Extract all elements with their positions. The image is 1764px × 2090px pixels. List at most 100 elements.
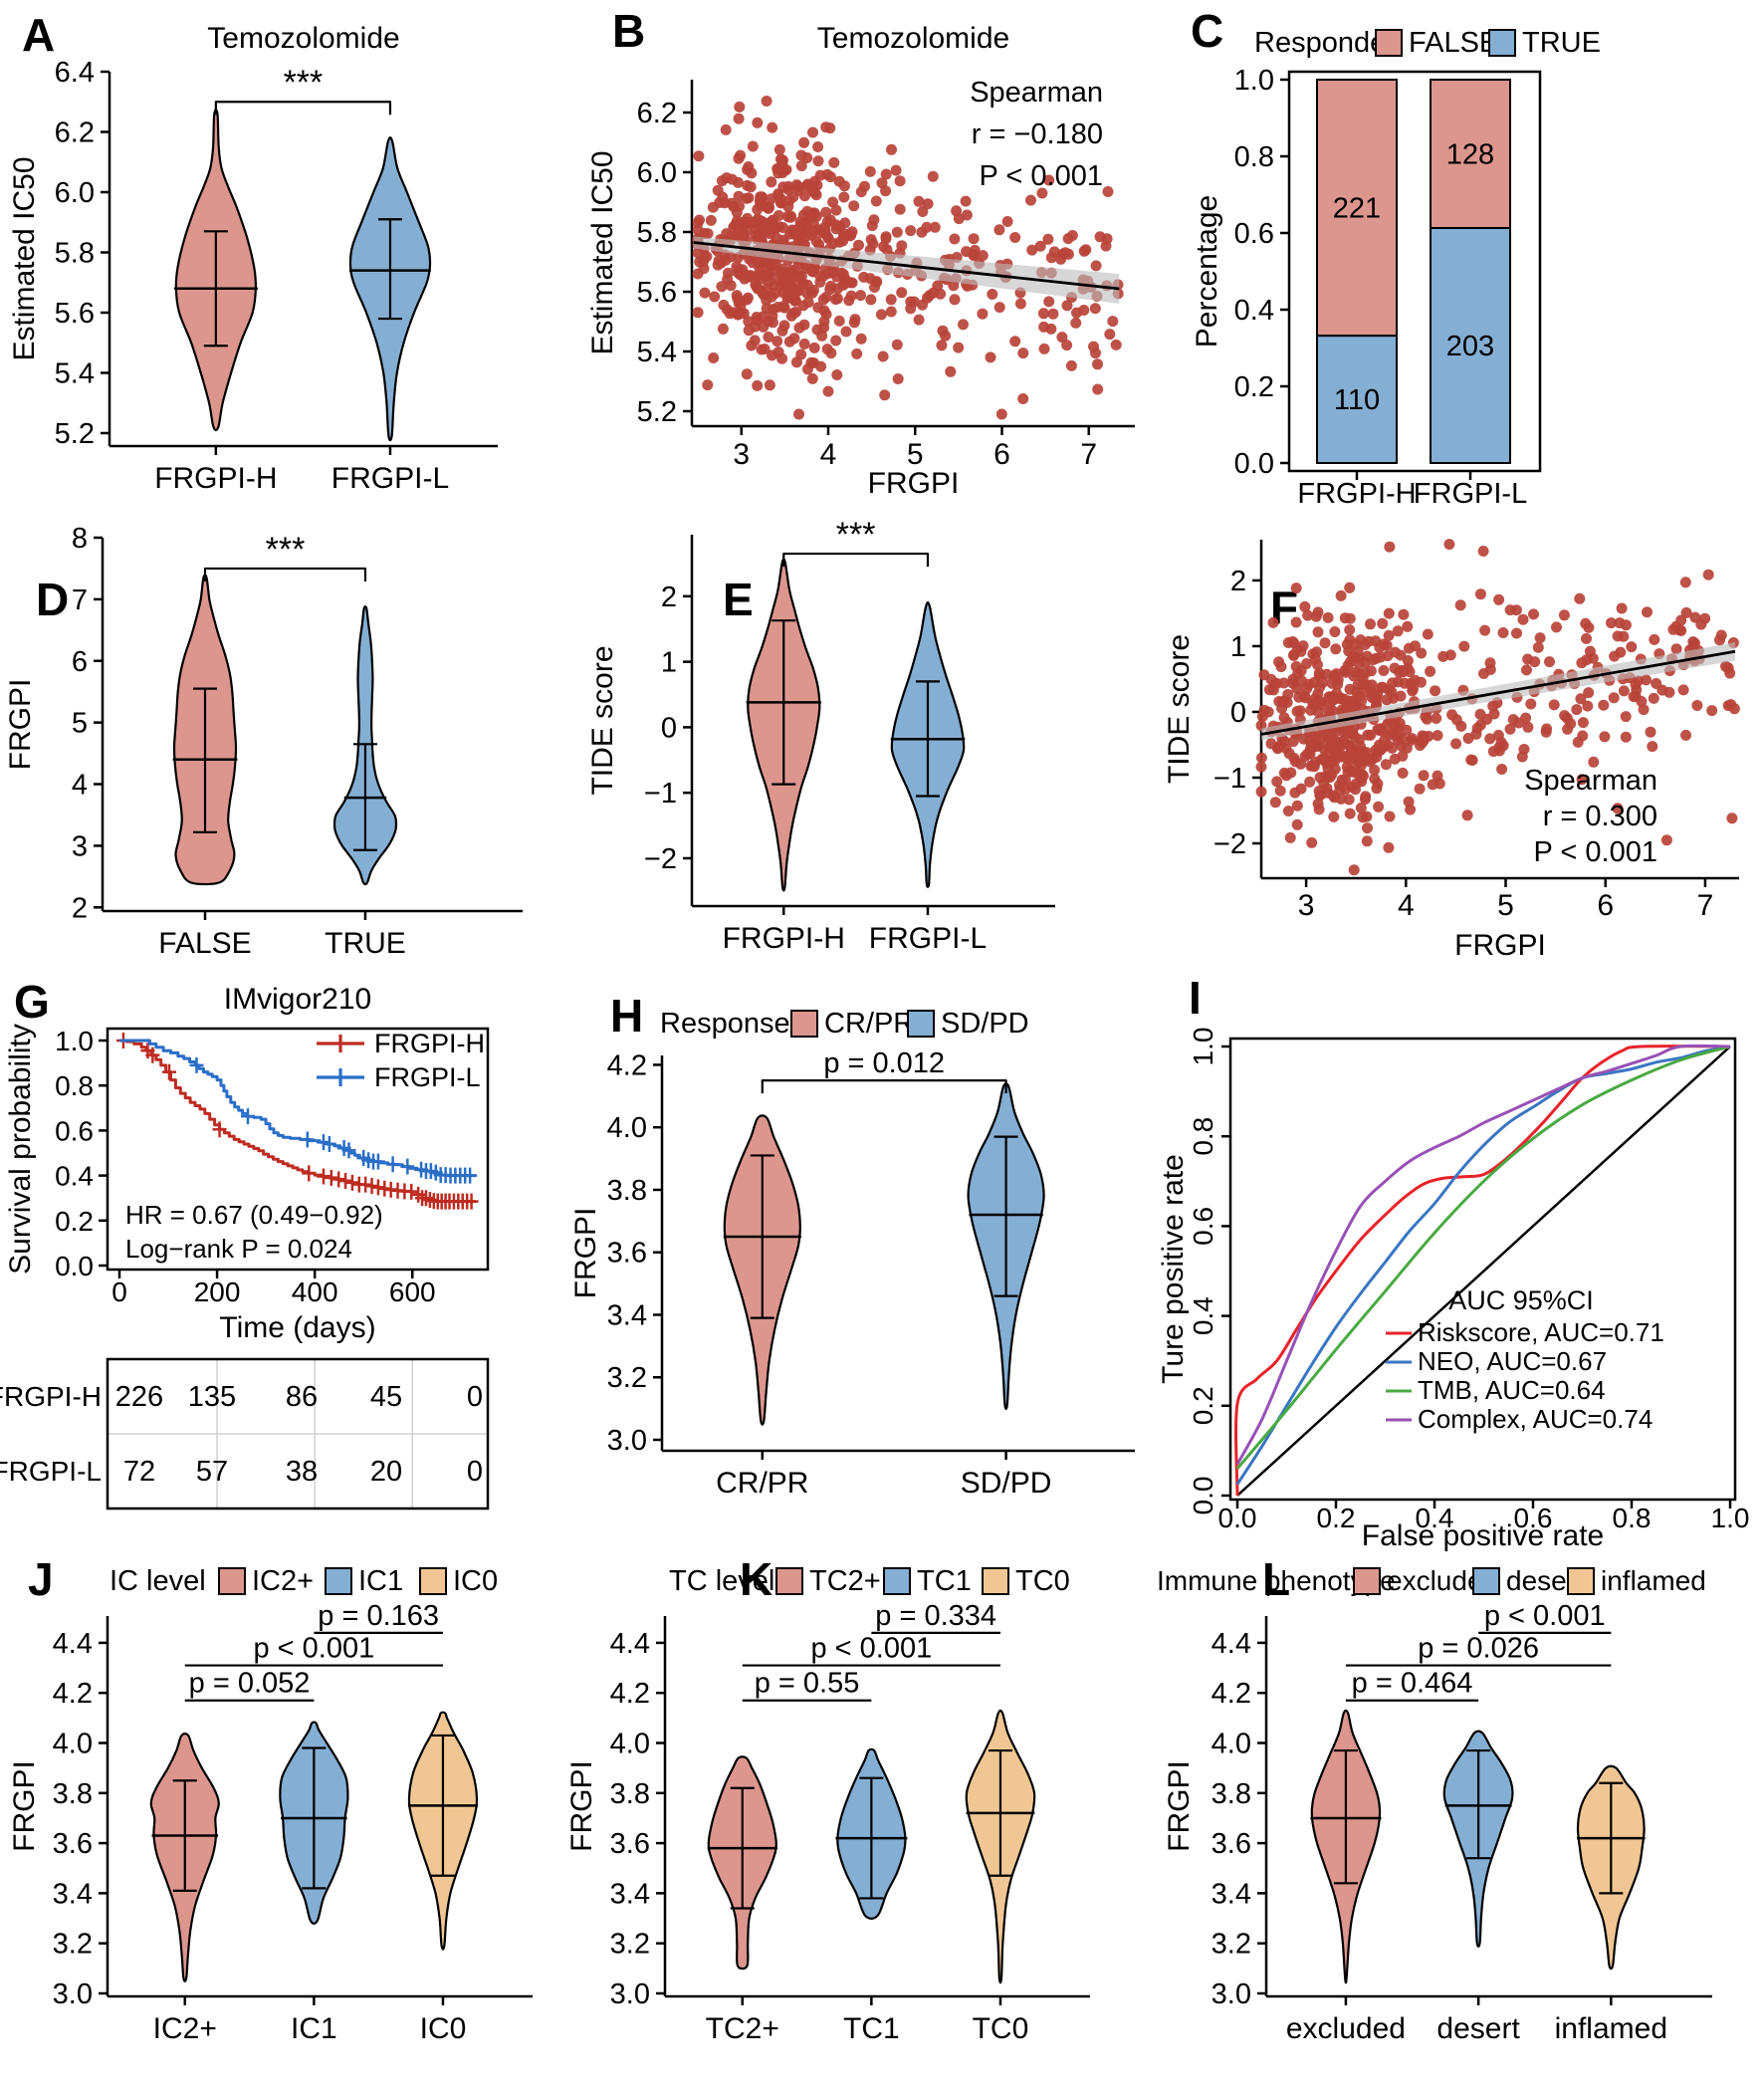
y-tick-label: 4.0 <box>610 1729 650 1760</box>
y-axis-label: FRGPI <box>8 1760 41 1852</box>
y-tick-label: 0.6 <box>1188 1207 1218 1246</box>
y-tick-label: 4.4 <box>53 1628 93 1660</box>
y-tick-label: −1 <box>1213 763 1246 795</box>
scatter-points <box>1255 539 1740 876</box>
y-tick-label: 3.6 <box>53 1828 93 1860</box>
x-tick-label: 1.0 <box>1711 1503 1750 1533</box>
y-tick-label: 0.4 <box>1234 295 1274 327</box>
y-tick-label: 4.2 <box>53 1678 93 1710</box>
panel-i-chart: 0.0 0.2 0.4 0.6 0.8 1.0 0.0 0.2 0.4 0.6 0.8 1.0 Fals… <box>1157 1028 1750 1552</box>
panel-i: I 0.0 0.2 0.4 0.6 0.8 1.0 0.0 0.2 0.4 0.6 0.8 1.0 Fa… <box>1155 971 1764 1552</box>
legend-swatch <box>790 1010 818 1038</box>
legend-item-label: TC1 <box>917 1565 972 1597</box>
x-tick-label: 600 <box>389 1277 436 1307</box>
y-tick-label: 6.2 <box>637 98 677 129</box>
significance-label: p = 0.163 <box>318 1600 439 1632</box>
panel-letter-e: E <box>723 574 754 625</box>
chart-title: Temozolomide <box>817 22 1009 55</box>
significance-label: p = 0.026 <box>1418 1633 1539 1665</box>
y-tick-label: 1.0 <box>55 1026 94 1056</box>
bar-count-label: 128 <box>1446 138 1494 170</box>
significance-label: *** <box>284 64 324 102</box>
stats-annotation: P < 0.001 <box>980 160 1103 192</box>
stats-annotation: Log−rank P = 0.024 <box>125 1234 352 1264</box>
y-tick-label: 4.2 <box>1212 1678 1251 1710</box>
y-tick-label: 0.4 <box>55 1161 94 1192</box>
y-tick-label: −1 <box>644 778 677 810</box>
x-axis-label: FRGPI <box>1454 929 1546 962</box>
y-tick-label: 0.0 <box>55 1251 94 1281</box>
panel-e: E −2 −1 0 1 2 TIDE score FRGPI-H FRGPI-L *** <box>557 495 1155 971</box>
significance-label: *** <box>836 516 876 554</box>
x-tick-label: 3 <box>733 438 750 471</box>
category-label: FRGPI-H <box>1297 478 1416 510</box>
y-tick-label: 0.8 <box>1188 1117 1218 1156</box>
legend-item-label: TC0 <box>1015 1565 1070 1597</box>
bar-false-segment <box>1430 79 1511 229</box>
y-tick-label: 3.8 <box>1212 1778 1251 1810</box>
legend-item-label: inflamed <box>1601 1565 1706 1596</box>
significance-label: p = 0.012 <box>823 1047 945 1079</box>
y-tick-label: 0.8 <box>1234 141 1274 173</box>
panel-g-chart: 0.00.20.40.60.81.00 200 400 600IMvigor210Su… <box>0 983 490 1510</box>
significance-label: *** <box>266 531 306 569</box>
y-tick-label: 4.0 <box>607 1112 647 1144</box>
panel-letter-a: A <box>22 9 56 61</box>
bar-count-label: 203 <box>1446 331 1494 362</box>
y-tick-label: 0.2 <box>1188 1386 1218 1425</box>
panel-h: H 3.0 3.2 3.4 3.6 3.8 4.0 4.2 FRGPI Response CR/P… <box>557 971 1155 1546</box>
x-tick-label: 0.4 <box>1416 1503 1454 1533</box>
panel-j-chart: 3.0 3.2 3.4 3.6 3.8 4.0 4.2 4.4 FRGPI IC level IC2… <box>8 1565 533 2045</box>
y-tick-label: 7 <box>72 584 88 616</box>
category-label: TRUE <box>325 927 406 960</box>
y-tick-label: 5.8 <box>637 217 677 249</box>
y-tick-label: 5.4 <box>637 337 677 368</box>
y-tick-label: 5.2 <box>55 418 95 450</box>
panel-k-chart: 3.0 3.2 3.4 3.6 3.8 4.0 4.2 4.4 FRGPI TC level TC2… <box>565 1565 1090 2045</box>
y-axis-label: Estimated IC50 <box>586 150 619 354</box>
panel-d-chart: 2 3 4 5 6 7 8 FRGPI FALSE TRUE *** <box>4 523 523 960</box>
bar-count-label: 110 <box>1334 384 1380 416</box>
y-axis-label: Survival probability <box>4 1024 37 1275</box>
legend-swatch <box>218 1567 246 1595</box>
significance-bracket <box>214 101 392 116</box>
category-label: IC1 <box>291 2012 337 2045</box>
risk-count: 45 <box>370 1381 402 1413</box>
x-tick-label: 3 <box>1298 889 1315 922</box>
plot-frame <box>1287 70 1542 473</box>
panel-h-chart: 3.0 3.2 3.4 3.6 3.8 4.0 4.2 FRGPI Response CR/PR S… <box>569 1008 1135 1500</box>
roc-curve <box>1235 1044 1731 1466</box>
risk-count: 57 <box>196 1456 228 1488</box>
risk-table-frame <box>106 1357 490 1510</box>
y-tick-label: 5.2 <box>637 396 677 428</box>
y-tick-label: 0.2 <box>1234 371 1274 403</box>
legend-item-label: IC2+ <box>252 1565 314 1597</box>
significance-label: p = 0.55 <box>755 1668 860 1700</box>
stats-annotation: Spearman <box>1524 765 1657 797</box>
y-axis-label: FRGPI <box>565 1760 598 1852</box>
x-tick-label: 6 <box>993 438 1010 471</box>
significance-bracket <box>782 552 930 568</box>
legend-item-label: TC2+ <box>809 1565 881 1597</box>
risk-count: 0 <box>467 1456 483 1488</box>
significance-label: p < 0.001 <box>1484 1600 1606 1632</box>
roc-curve <box>1234 1045 1731 1497</box>
y-tick-label: 1 <box>661 647 677 679</box>
risk-count: 38 <box>286 1456 318 1488</box>
category-label: SD/PD <box>961 1467 1052 1500</box>
panel-e-chart: −2 −1 0 1 2 TIDE score FRGPI-H FRGPI-L *** <box>586 516 1055 955</box>
y-tick-label: 0.4 <box>1188 1296 1218 1335</box>
legend-item-label: FRGPI-H <box>374 1029 485 1058</box>
x-axis-label: False positive rate <box>1362 1519 1604 1552</box>
panel-c-chart: 0.0 0.2 0.4 0.6 0.8 1.0 Percentage 221 110 FRGPI-… <box>1191 27 1601 510</box>
y-tick-label: −2 <box>1213 828 1246 860</box>
category-label: inflamed <box>1555 2012 1667 2045</box>
significance-label: p < 0.001 <box>253 1633 374 1665</box>
y-tick-label: 5 <box>72 708 88 740</box>
significance-bracket <box>761 1079 1007 1094</box>
y-tick-label: 0.6 <box>55 1115 94 1146</box>
y-tick-label: 3.8 <box>607 1175 647 1207</box>
y-tick-label: 5.8 <box>55 237 95 269</box>
x-tick-label: 5 <box>1497 889 1514 922</box>
